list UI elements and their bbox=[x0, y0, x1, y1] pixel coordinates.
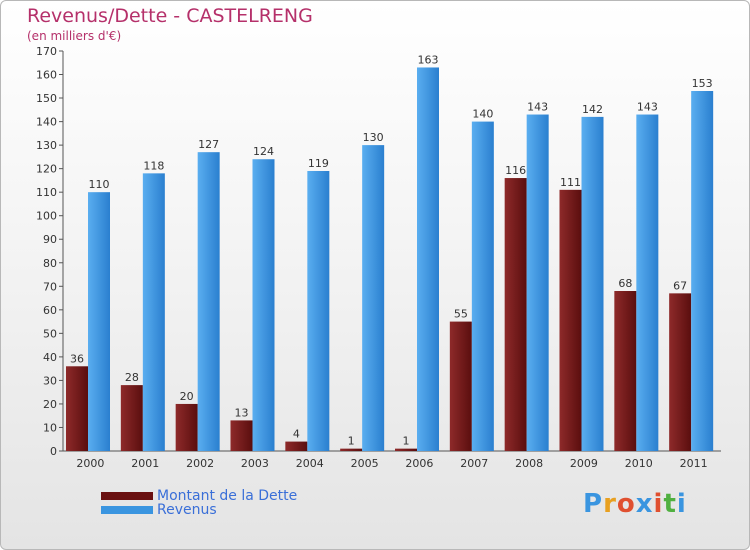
legend-label-revenus: Revenus bbox=[157, 502, 217, 518]
data-label-revenus: 110 bbox=[89, 178, 110, 191]
bar-revenus bbox=[581, 116, 604, 451]
bar-debt bbox=[120, 385, 143, 451]
bar-revenus bbox=[636, 114, 659, 451]
data-label-debt: 36 bbox=[70, 352, 84, 365]
y-tick-label: 120 bbox=[36, 163, 57, 176]
data-label-debt: 28 bbox=[125, 371, 139, 384]
proxiti-logo: Proxiti bbox=[583, 489, 687, 519]
bar-debt bbox=[175, 403, 198, 451]
data-label-revenus: 163 bbox=[418, 53, 439, 66]
data-label-revenus: 140 bbox=[472, 108, 493, 121]
data-label-revenus: 153 bbox=[692, 77, 713, 90]
y-tick-label: 100 bbox=[36, 210, 57, 223]
y-tick-label: 110 bbox=[36, 186, 57, 199]
data-label-revenus: 143 bbox=[637, 101, 658, 114]
bar-debt bbox=[285, 441, 308, 451]
y-tick-label: 60 bbox=[43, 304, 57, 317]
data-label-debt: 67 bbox=[673, 279, 687, 292]
y-tick-label: 170 bbox=[36, 45, 57, 58]
x-tick-label: 2002 bbox=[186, 457, 214, 470]
data-label-revenus: 143 bbox=[527, 101, 548, 114]
data-label-debt: 4 bbox=[293, 428, 300, 441]
legend-swatch-revenus bbox=[101, 506, 153, 514]
bar-debt bbox=[504, 178, 527, 451]
y-tick-label: 70 bbox=[43, 280, 57, 293]
bar-debt bbox=[449, 321, 472, 451]
x-tick-label: 2008 bbox=[515, 457, 543, 470]
x-tick-label: 2007 bbox=[460, 457, 488, 470]
bar-revenus bbox=[88, 192, 110, 452]
data-label-revenus: 119 bbox=[308, 157, 329, 170]
y-tick-label: 90 bbox=[43, 233, 57, 246]
data-label-revenus: 124 bbox=[253, 145, 274, 158]
data-label-debt: 68 bbox=[618, 277, 632, 290]
bar-debt bbox=[66, 366, 88, 451]
bar-debt bbox=[669, 293, 692, 451]
data-label-debt: 13 bbox=[235, 406, 249, 419]
bar-revenus bbox=[307, 171, 330, 451]
legend-swatch-debt bbox=[101, 492, 153, 500]
bar-debt bbox=[230, 420, 253, 451]
y-tick-label: 50 bbox=[43, 327, 57, 340]
y-tick-label: 80 bbox=[43, 257, 57, 270]
x-tick-label: 2011 bbox=[680, 457, 708, 470]
data-label-revenus: 142 bbox=[582, 103, 603, 116]
data-label-debt: 111 bbox=[560, 176, 581, 189]
y-tick-label: 160 bbox=[36, 69, 57, 82]
y-tick-label: 30 bbox=[43, 374, 57, 387]
x-tick-label: 2004 bbox=[296, 457, 324, 470]
bar-revenus bbox=[417, 67, 439, 452]
bar-revenus bbox=[252, 159, 275, 451]
bar-revenus bbox=[142, 173, 165, 451]
bar-debt bbox=[340, 448, 363, 451]
data-label-debt: 1 bbox=[403, 435, 410, 448]
y-tick-label: 150 bbox=[36, 92, 57, 105]
x-tick-label: 2005 bbox=[351, 457, 379, 470]
bar-debt bbox=[559, 189, 582, 451]
data-label-debt: 1 bbox=[348, 435, 355, 448]
legend-item-revenus: Revenus bbox=[101, 502, 217, 518]
bar-revenus bbox=[691, 91, 714, 451]
bar-revenus bbox=[362, 145, 385, 451]
y-tick-label: 140 bbox=[36, 116, 57, 129]
bar-revenus bbox=[197, 152, 220, 452]
bar-debt bbox=[614, 291, 637, 451]
data-label-debt: 116 bbox=[505, 164, 526, 177]
bar-debt bbox=[395, 448, 417, 451]
bar-revenus bbox=[471, 121, 494, 452]
y-tick-label: 20 bbox=[43, 398, 57, 411]
x-tick-label: 2003 bbox=[241, 457, 269, 470]
data-label-revenus: 118 bbox=[143, 159, 164, 172]
data-label-revenus: 127 bbox=[198, 138, 219, 151]
data-label-revenus: 130 bbox=[363, 131, 384, 144]
y-tick-label: 130 bbox=[36, 139, 57, 152]
x-tick-label: 2000 bbox=[76, 457, 104, 470]
x-tick-label: 2001 bbox=[131, 457, 159, 470]
legend-item-debt: Montant de la Dette bbox=[101, 488, 297, 504]
data-label-debt: 20 bbox=[180, 390, 194, 403]
legend-label-debt: Montant de la Dette bbox=[157, 488, 298, 504]
chart-title: Revenus/Dette - CASTELRENG bbox=[27, 5, 313, 27]
x-tick-label: 2009 bbox=[570, 457, 598, 470]
chart-subtitle: (en milliers d'€) bbox=[27, 29, 122, 43]
data-label-debt: 55 bbox=[454, 308, 468, 321]
y-tick-label: 10 bbox=[43, 421, 57, 434]
x-tick-label: 2006 bbox=[405, 457, 433, 470]
y-tick-label: 40 bbox=[43, 351, 57, 364]
y-tick-label: 0 bbox=[50, 445, 57, 458]
x-tick-label: 2010 bbox=[625, 457, 653, 470]
bar-revenus bbox=[526, 114, 549, 451]
